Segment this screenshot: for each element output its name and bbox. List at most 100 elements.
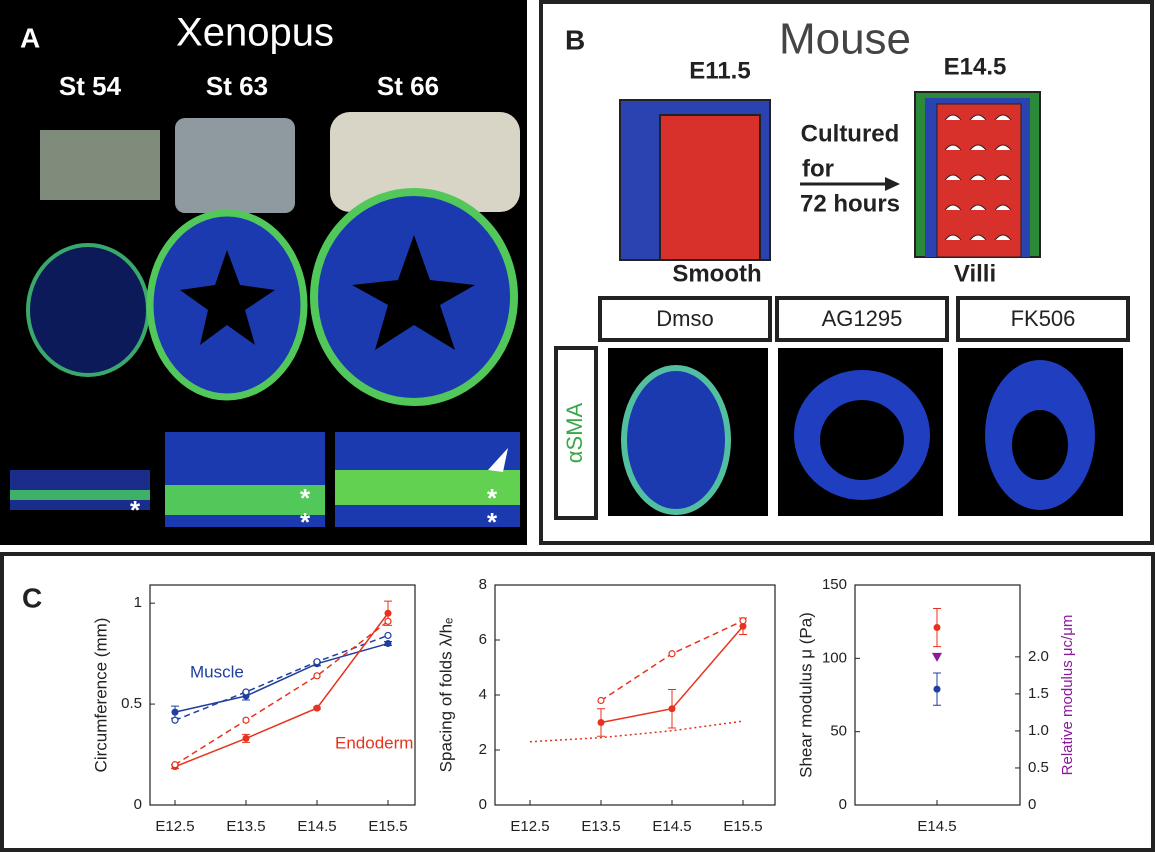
y2-axis-label: Relative modulus μc/μm (1059, 615, 1076, 776)
stage-label: E11.5 (689, 57, 750, 84)
gut-photo (330, 112, 520, 212)
y-tick-label: 8 (479, 576, 487, 593)
stain-box (554, 346, 598, 520)
panel-label: B (565, 24, 585, 55)
panel-title: Xenopus (176, 11, 334, 55)
lumen (1012, 410, 1068, 480)
gut-photo (40, 130, 160, 200)
series-line (174, 620, 389, 766)
lumen (820, 400, 904, 480)
stain-label: αSMA (562, 402, 587, 463)
y2-tick-label: 2.0 (1028, 648, 1049, 665)
gut-photo (175, 118, 295, 213)
point (171, 708, 179, 716)
y2-tick-label: 0.5 (1028, 759, 1049, 776)
y-tick-label: 150 (822, 576, 847, 593)
series-line (529, 720, 744, 743)
point (933, 685, 941, 693)
x-tick-label: E15.5 (368, 818, 407, 835)
y-tick-label: 100 (822, 649, 847, 666)
x-tick-label: E14.5 (917, 818, 956, 835)
y-tick-label: 2 (479, 741, 487, 758)
point (739, 622, 747, 630)
y-axis-label: Circumference (mm) (91, 618, 110, 773)
point (171, 761, 179, 769)
point (171, 716, 179, 724)
lumen (180, 250, 275, 345)
y-tick-label: 50 (830, 723, 847, 740)
muscle-layer (10, 490, 150, 500)
asterisk: * (487, 483, 498, 513)
asterisk: * (300, 507, 311, 537)
point (597, 719, 605, 726)
point (384, 640, 392, 648)
lumen (352, 235, 475, 350)
stage-label: St 63 (206, 71, 268, 101)
point (384, 617, 392, 625)
y2-tick-label: 1.5 (1028, 685, 1049, 702)
panel-title: Mouse (779, 15, 911, 64)
point (597, 696, 605, 705)
charts: 0 0.5 1 E12.5 E13.5 E14.5 E15.5 Circumference (… (91, 576, 1075, 835)
panel-c-frame (0, 552, 1155, 852)
culture-text: 72 hours (800, 190, 900, 217)
x-tick-label: E13.5 (226, 818, 265, 835)
point (932, 652, 942, 662)
state-label: Smooth (672, 260, 761, 287)
treatment-box (956, 296, 1130, 342)
treatment-label: Dmso (656, 306, 713, 331)
culture-text: for (802, 155, 834, 182)
panel-label: A (20, 22, 40, 53)
point (739, 617, 747, 625)
x-tick-label: E12.5 (155, 818, 194, 835)
y-tick-label: 0 (839, 796, 847, 813)
point (242, 716, 250, 724)
panel-label: C (22, 582, 42, 613)
asterisk: * (487, 507, 498, 537)
y-tick-label: 0 (479, 796, 487, 813)
asterisk: * (130, 495, 141, 525)
muscle-layer (335, 470, 520, 505)
state-label: Villi (954, 260, 996, 287)
endoderm (936, 103, 1022, 258)
point (668, 650, 676, 658)
y-tick-label: 0.5 (121, 695, 142, 712)
x-tick-label: E14.5 (652, 818, 691, 835)
y-tick-label: 0 (134, 796, 142, 813)
series-label: Muscle (190, 662, 244, 681)
muscle-layer (165, 485, 325, 515)
point (313, 658, 321, 666)
point (313, 672, 321, 680)
culture-text: Cultured (801, 120, 900, 147)
villi (944, 114, 1012, 241)
point (933, 624, 941, 632)
treatment-label: AG1295 (822, 306, 903, 331)
treatment-label: FK506 (1011, 306, 1076, 331)
y2-tick-label: 1.0 (1028, 722, 1049, 739)
treatment-box (775, 296, 949, 342)
y-tick-label: 1 (134, 594, 142, 611)
y-tick-label: 6 (479, 631, 487, 648)
arrow-head (885, 177, 900, 191)
point (313, 704, 321, 712)
y-axis-label: Spacing of folds λ/hₑ (436, 618, 455, 773)
endoderm (659, 114, 761, 261)
stage-label: St 54 (59, 71, 122, 101)
series-line (174, 612, 389, 768)
point (384, 609, 392, 617)
point (384, 631, 392, 640)
series-line (174, 642, 389, 713)
y-tick-label: 4 (479, 686, 487, 703)
section (621, 365, 731, 515)
point (668, 705, 676, 713)
plot-frame (149, 584, 416, 806)
x-tick-label: E15.5 (723, 818, 762, 835)
y2-tick-label: 0 (1028, 796, 1036, 813)
stage-label: St 66 (377, 71, 439, 101)
point (242, 688, 250, 696)
stage-label: E14.5 (944, 53, 1007, 80)
x-tick-label: E12.5 (510, 818, 549, 835)
y-axis-label: Shear modulus μ (Pa) (796, 612, 815, 778)
